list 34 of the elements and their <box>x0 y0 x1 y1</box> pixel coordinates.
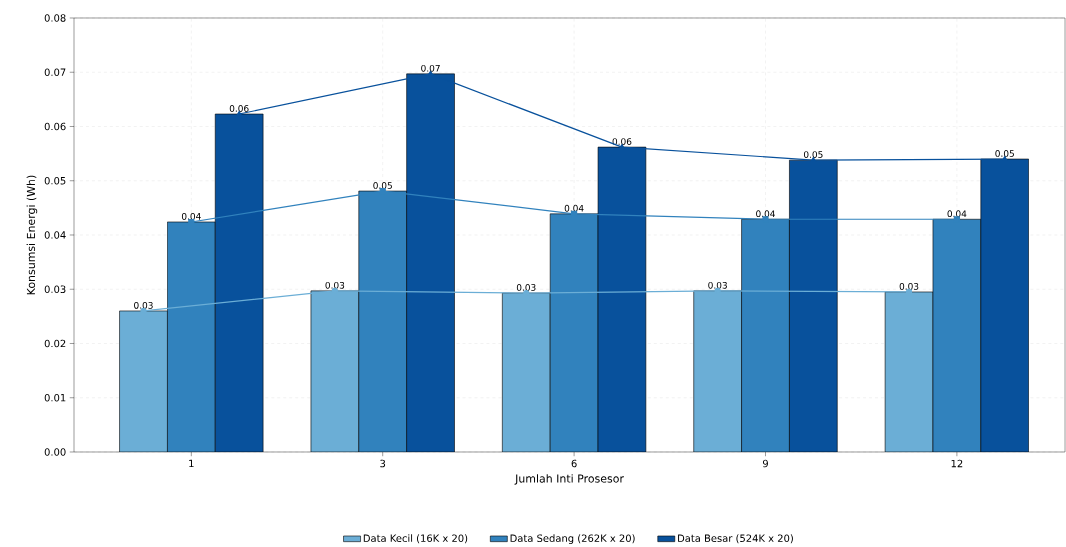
y-tick-label: 0.08 <box>44 14 66 22</box>
data-label: 0.03 <box>708 281 727 289</box>
x-tick-label: 1 <box>189 459 194 467</box>
legend-label: Data Kecil (16K x 20) <box>363 534 468 544</box>
y-tick-label: 0.03 <box>44 285 66 293</box>
y-tick-label: 0.01 <box>44 393 66 402</box>
x-tick-label: 6 <box>571 459 577 468</box>
y-tick-label: 0.05 <box>44 176 66 185</box>
data-label: 0.03 <box>516 283 536 291</box>
y-axis-title: Konsumsi Energi (Wh) <box>26 175 38 295</box>
data-label: 0.04 <box>756 210 775 217</box>
y-tick-label: 0.06 <box>44 122 66 131</box>
y-tick-label: 0.04 <box>44 231 66 239</box>
data-label: 0.07 <box>421 64 440 72</box>
data-label: 0.03 <box>325 281 345 289</box>
data-label: 0.04 <box>181 212 201 220</box>
data-label: 0.05 <box>373 181 392 189</box>
data-label: 0.05 <box>803 150 823 158</box>
legend-label: Data Sedang (262K x 20) <box>510 534 635 544</box>
x-tick-label: 9 <box>762 459 768 468</box>
data-label: 0.06 <box>229 104 249 112</box>
data-label: 0.06 <box>612 137 632 145</box>
y-tick-label: 0.07 <box>44 68 66 76</box>
x-tick-label: 12 <box>951 459 963 467</box>
data-label: 0.04 <box>564 204 584 212</box>
x-tick-label: 3 <box>380 459 386 468</box>
x-axis-title: Jumlah Inti Prosesor <box>514 473 624 485</box>
data-label: 0.05 <box>995 149 1014 157</box>
legend-label: Data Besar (524K x 20) <box>678 534 793 543</box>
y-tick-label: 0.00 <box>44 448 66 456</box>
data-label: 0.04 <box>947 210 967 217</box>
y-tick-label: 0.02 <box>44 339 66 348</box>
data-label: 0.03 <box>899 282 919 290</box>
data-label: 0.03 <box>134 301 153 309</box>
